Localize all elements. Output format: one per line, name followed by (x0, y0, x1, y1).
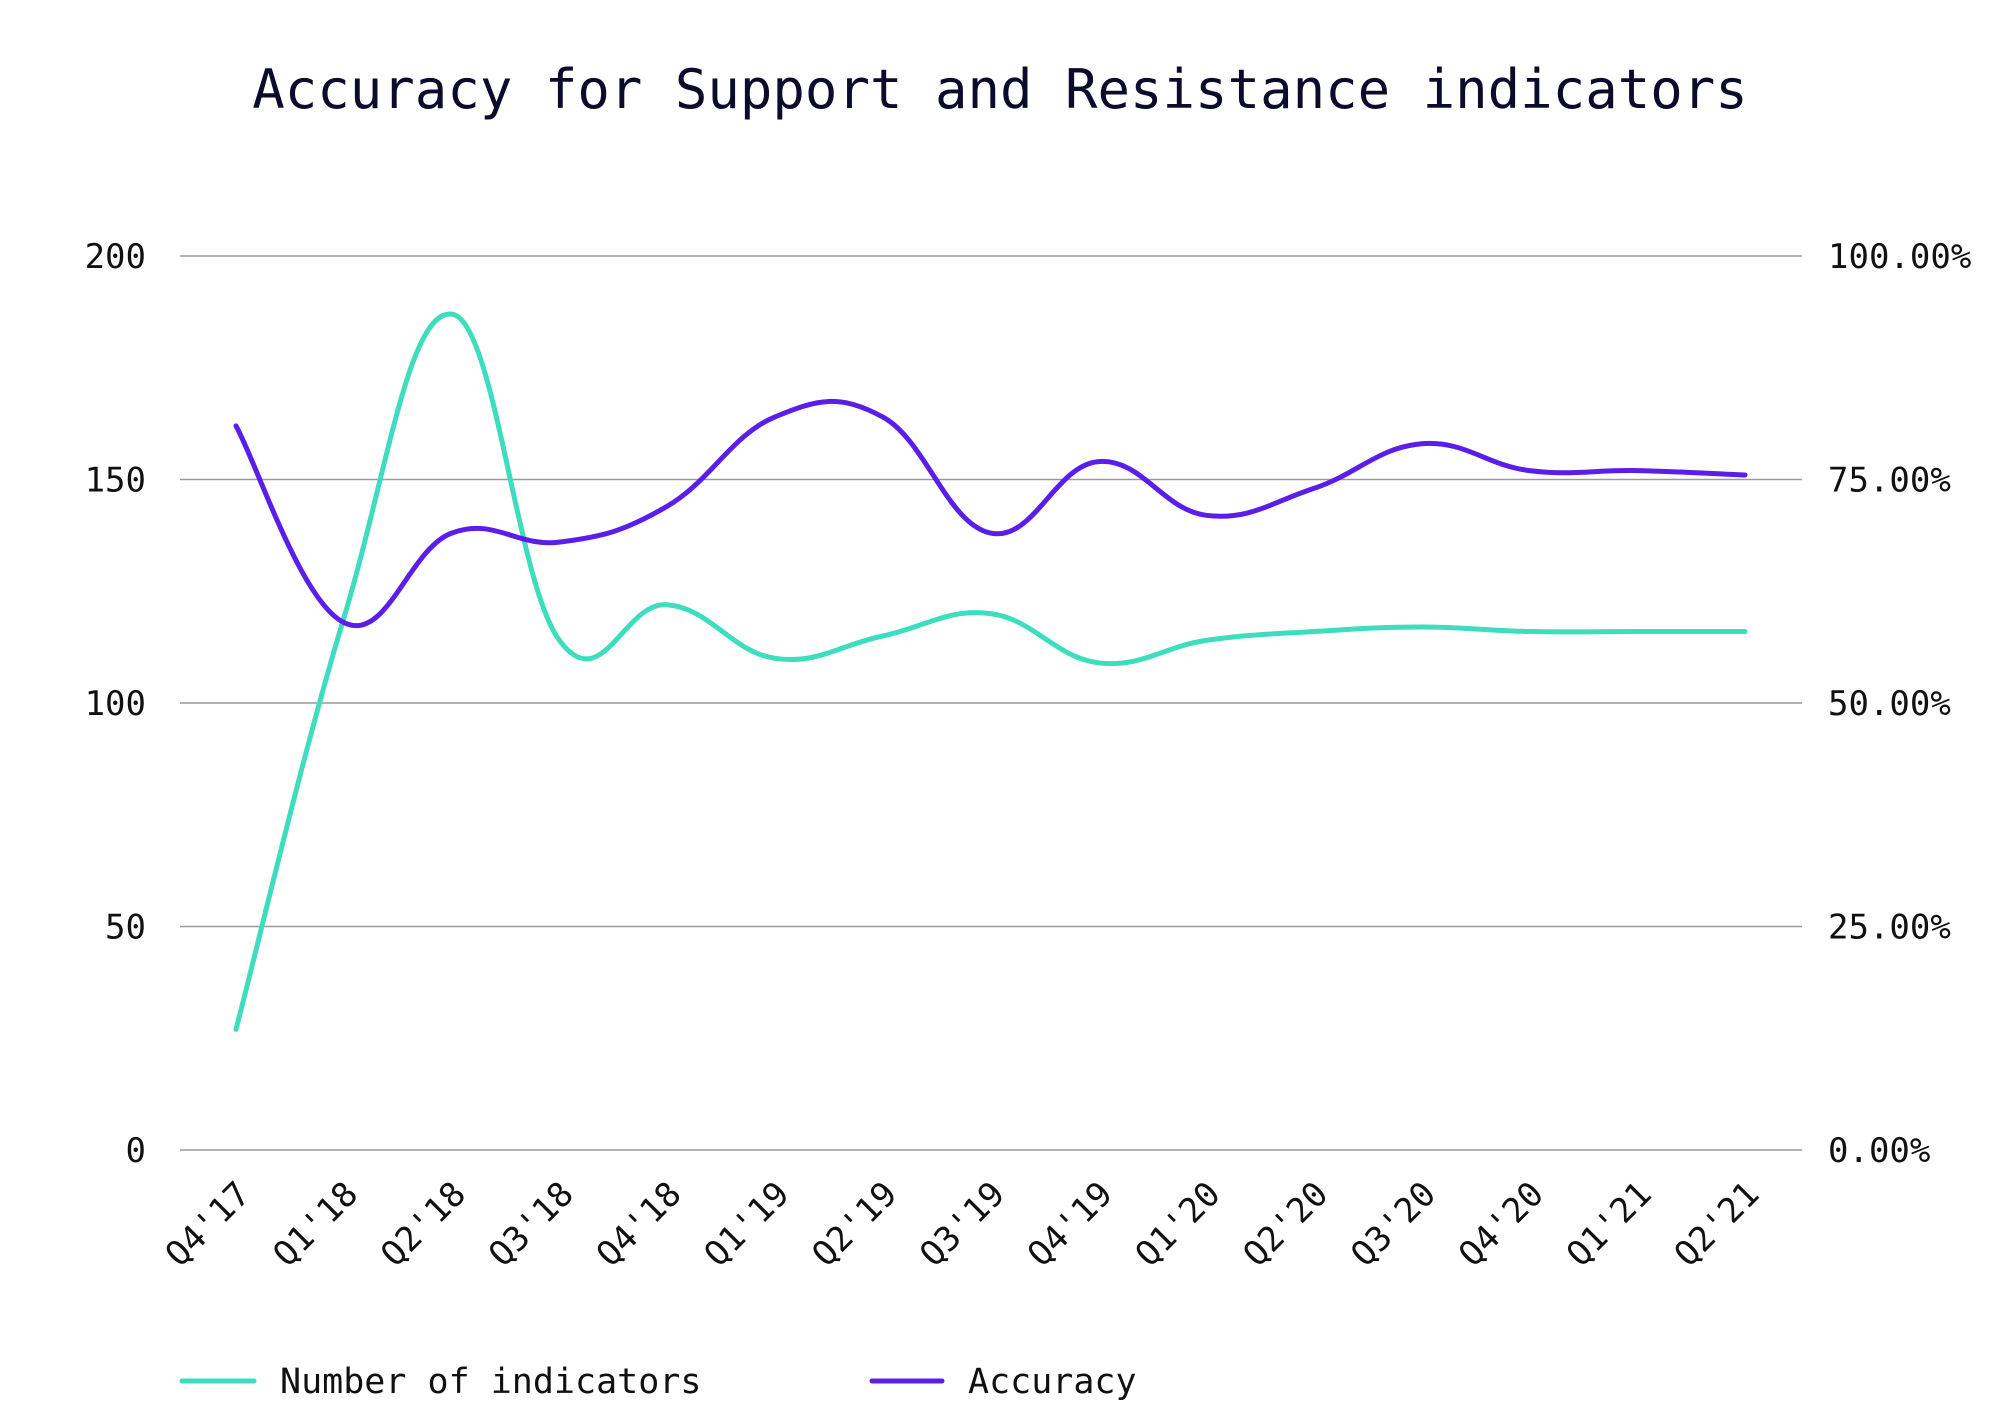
series-line-number-of-indicators (233, 311, 1748, 1032)
x-tick-label: Q3'20 (1343, 1174, 1444, 1275)
x-tick-label: Q4'17 (158, 1174, 259, 1275)
series-lines (233, 311, 1748, 1032)
x-tick-label: Q1'18 (265, 1174, 366, 1275)
right-y-tick-label: 0.00% (1828, 1131, 1930, 1171)
right-y-tick-label: 50.00% (1828, 684, 1951, 724)
chart-title: Accuracy for Support and Resistance indi… (252, 58, 1748, 121)
right-y-axis-ticks: 0.00% 25.00% 50.00% 75.00% 100.00% (1828, 237, 1971, 1171)
left-y-tick-label: 0 (126, 1131, 146, 1171)
left-y-tick-label: 150 (85, 461, 146, 501)
x-tick-label: Q2'18 (373, 1174, 474, 1275)
x-tick-label: Q4'19 (1020, 1174, 1121, 1275)
x-tick-label: Q2'19 (804, 1174, 905, 1275)
x-tick-label: Q4'20 (1451, 1174, 1552, 1275)
x-tick-label: Q1'21 (1559, 1174, 1660, 1275)
x-tick-label: Q2'21 (1667, 1174, 1768, 1275)
x-tick-label: Q3'19 (912, 1174, 1013, 1275)
right-y-tick-label: 25.00% (1828, 908, 1951, 948)
left-y-tick-label: 200 (85, 237, 146, 277)
x-tick-label: Q3'18 (481, 1174, 582, 1275)
left-y-axis-ticks: 0 50 100 150 200 (85, 237, 146, 1171)
left-y-tick-label: 100 (85, 684, 146, 724)
x-axis-ticks: Q4'17 Q1'18 Q2'18 Q3'18 Q4'18 Q1'19 Q2'19 Q3'19… (158, 1174, 1768, 1275)
gridlines (180, 255, 1802, 1151)
legend: Number of indicators Accuracy (179, 1362, 1137, 1402)
left-y-tick-label: 50 (105, 908, 146, 948)
series-line-accuracy (233, 398, 1748, 628)
right-y-tick-label: 100.00% (1828, 237, 1971, 277)
x-tick-label: Q2'20 (1236, 1174, 1337, 1275)
legend-label-number-of-indicators: Number of indicators (280, 1362, 701, 1402)
x-tick-label: Q1'20 (1128, 1174, 1229, 1275)
right-y-tick-label: 75.00% (1828, 461, 1951, 501)
x-tick-label: Q4'18 (589, 1174, 690, 1275)
x-tick-label: Q1'19 (697, 1174, 798, 1275)
legend-label-accuracy: Accuracy (968, 1362, 1137, 1402)
